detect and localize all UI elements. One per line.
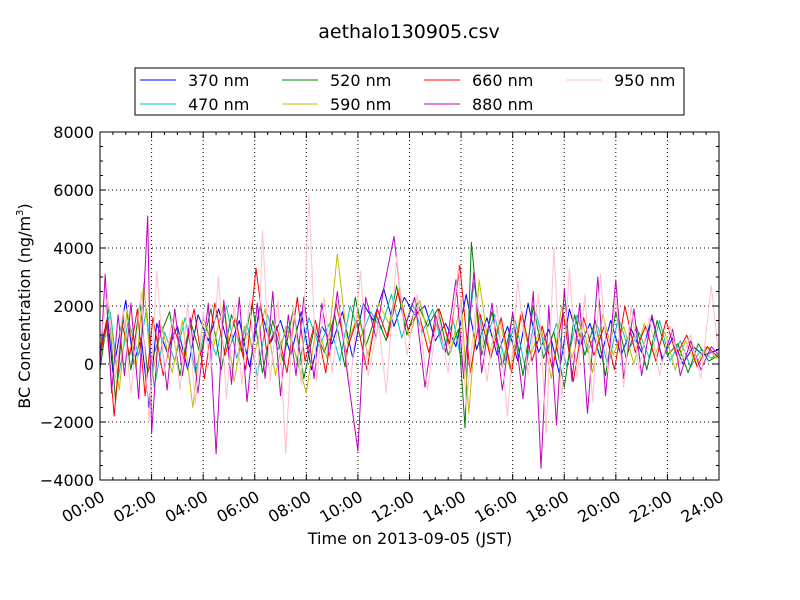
legend: 370 nm 470 nm 520 nm 590 nm 660 nm 880 nm 950 … (134, 67, 685, 116)
y-tick-label: −2000 (40, 413, 94, 432)
legend-label: 950 nm (614, 71, 675, 90)
x-axis-label: Time on 2013-09-05 (JST) (307, 529, 512, 548)
legend-label: 470 nm (188, 95, 249, 114)
series-line (99, 215, 720, 469)
y-tick-labels: −4000 −2000 0 2000 4000 6000 8000 (40, 123, 94, 490)
y-tick-label: 2000 (53, 297, 94, 316)
legend-label: 590 nm (330, 95, 391, 114)
y-tick-label: 4000 (53, 239, 94, 258)
legend-label: 520 nm (330, 71, 391, 90)
y-tick-label: 0 (84, 355, 94, 374)
chart-title: aethalo130905.csv (318, 21, 500, 43)
legend-label: 370 nm (188, 71, 249, 90)
legend-box (134, 67, 685, 116)
y-axis-label-close: ) (15, 203, 34, 209)
legend-label: 880 nm (472, 95, 533, 114)
y-axis-label-main: BC Concentration (ng/m (15, 216, 34, 409)
y-tick-label: −4000 (40, 471, 94, 490)
y-axis-label: BC Concentration (ng/m3) (15, 203, 34, 408)
axis-ticks (99, 131, 720, 481)
legend-label: 660 nm (472, 71, 533, 90)
series-line (99, 195, 720, 455)
plot-series (99, 195, 720, 469)
y-tick-label: 8000 (53, 123, 94, 142)
y-axis-label-sup: 3 (15, 210, 26, 216)
y-tick-label: 6000 (53, 181, 94, 200)
